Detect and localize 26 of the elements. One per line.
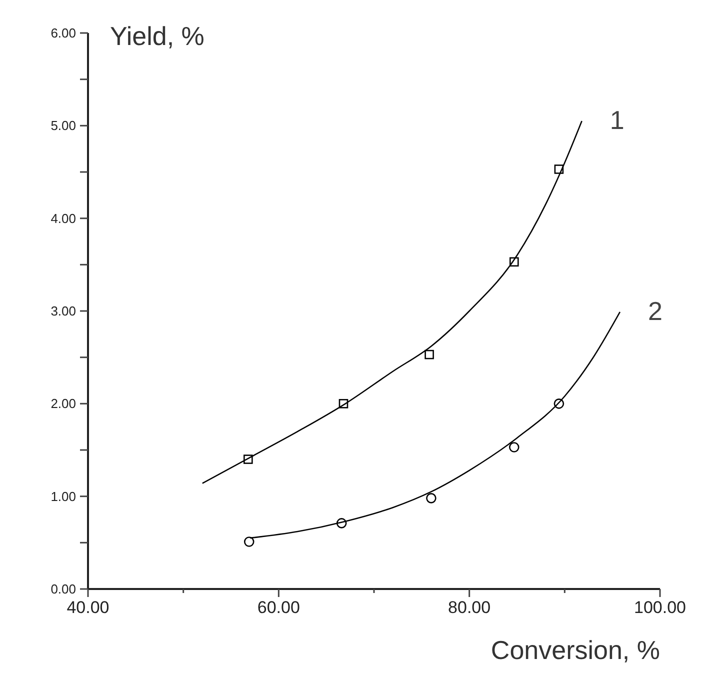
point: [424, 350, 434, 360]
x-tick-label: 40.00: [66, 598, 110, 617]
point: [554, 398, 564, 409]
point: [426, 493, 436, 504]
y-axis-title: Yield, %: [110, 21, 204, 51]
point: [508, 442, 520, 452]
x-tick-label: 80.00: [448, 598, 491, 617]
series-label: 1: [610, 105, 624, 136]
point: [554, 164, 564, 174]
line-series: [202, 120, 582, 484]
x-tick-label: 100.00: [634, 598, 686, 617]
y-tick-label: 1.00: [50, 488, 76, 504]
point: [338, 399, 348, 408]
point: [244, 454, 253, 464]
x-axis-title: Conversion, %: [490, 635, 660, 665]
y-tick-label: 5.00: [50, 118, 76, 134]
point: [509, 257, 519, 267]
y-tick-label: 2.00: [50, 396, 76, 412]
point: [336, 518, 347, 528]
point: [244, 536, 254, 547]
x-tick-label: 60.00: [257, 598, 300, 617]
y-tick-label: 4.00: [50, 210, 76, 226]
y-tick-label: 6.00: [50, 26, 76, 41]
y-tick-label: 3.00: [50, 304, 76, 319]
y-tick-label: 0.00: [50, 582, 76, 597]
series-label: 2: [648, 296, 662, 326]
